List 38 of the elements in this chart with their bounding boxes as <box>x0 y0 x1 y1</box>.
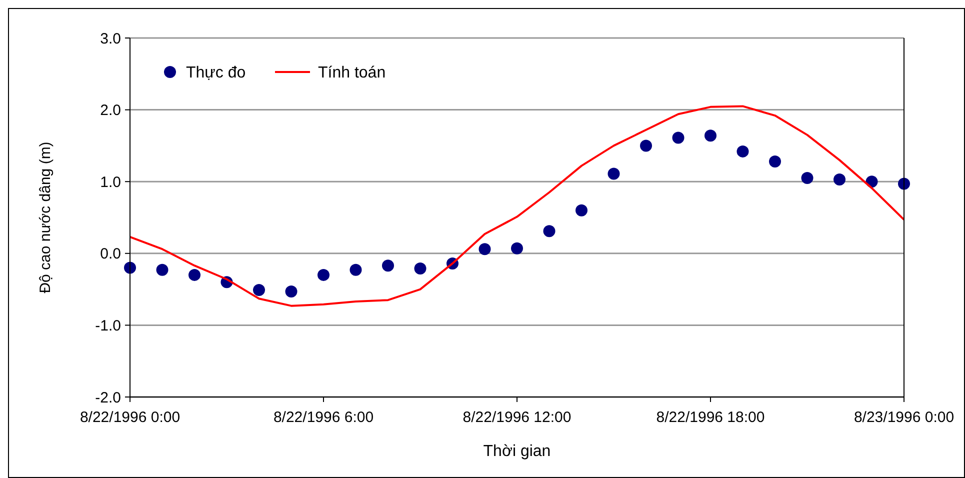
y-tick-label: 3.0 <box>100 30 121 48</box>
x-tick-label: 8/22/1996 0:00 <box>80 409 180 426</box>
point <box>608 168 620 180</box>
point <box>318 268 330 281</box>
point <box>640 140 652 152</box>
point <box>156 264 168 276</box>
point <box>124 262 136 274</box>
point <box>511 242 523 254</box>
y-axis-title: Độ cao nước dâng (m) <box>37 142 54 294</box>
legend-label: Thực đo <box>186 64 246 82</box>
point <box>736 145 749 158</box>
y-tick-label: 2.0 <box>100 102 121 120</box>
legend-label: Tính toán <box>318 64 386 82</box>
point <box>188 268 200 281</box>
point <box>898 178 910 190</box>
y-tick-label: -1.0 <box>95 317 121 334</box>
point <box>350 264 362 276</box>
point <box>769 155 781 168</box>
point <box>414 262 426 274</box>
y-tick-label: 0.0 <box>100 246 121 263</box>
point <box>576 204 588 216</box>
x-tick-label: 8/22/1996 12:00 <box>462 409 572 426</box>
point <box>834 173 846 186</box>
x-axis-title: Thời gian <box>483 443 551 460</box>
y-tick-label: 1.0 <box>100 174 121 191</box>
x-tick-label: 8/22/1996 6:00 <box>273 409 374 426</box>
point <box>285 285 298 298</box>
point <box>382 260 394 272</box>
x-tick-label: 8/23/1996 0:00 <box>854 409 954 426</box>
y-tick-label: -2.0 <box>95 389 121 406</box>
point <box>253 284 265 296</box>
point <box>801 172 814 184</box>
line-series <box>129 105 905 307</box>
point <box>672 132 684 144</box>
x-tick-label: 8/22/1996 18:00 <box>656 409 765 426</box>
point <box>543 225 556 238</box>
point <box>704 130 716 142</box>
point <box>478 243 491 256</box>
